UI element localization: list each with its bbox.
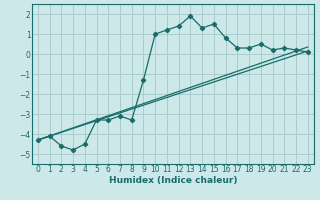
X-axis label: Humidex (Indice chaleur): Humidex (Indice chaleur) xyxy=(108,176,237,185)
